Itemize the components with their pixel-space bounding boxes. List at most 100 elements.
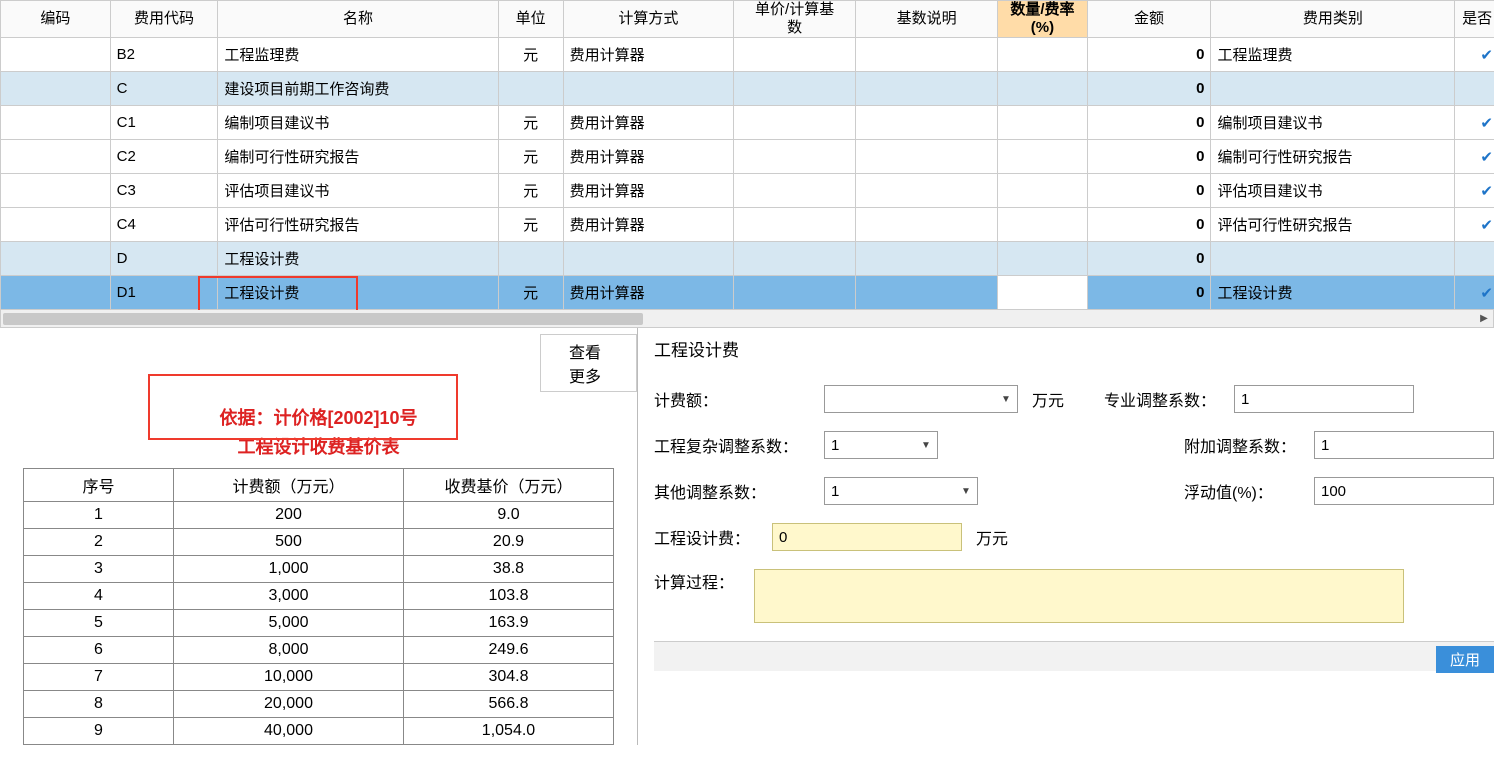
grid-cell[interactable]: 0 xyxy=(1087,276,1211,310)
grid-cell[interactable]: ✔ xyxy=(1455,276,1494,310)
table-row[interactable]: B2工程监理费元费用计算器0工程监理费✔ xyxy=(1,38,1494,72)
grid-cell[interactable] xyxy=(563,242,734,276)
grid-cell[interactable]: 0 xyxy=(1087,242,1211,276)
grid-cell[interactable] xyxy=(734,276,856,310)
billing-amount-combo[interactable]: ▼ xyxy=(824,385,1018,413)
grid-cell[interactable]: ✔ xyxy=(1455,140,1494,174)
scrollbar-right-arrow[interactable]: ▶ xyxy=(1477,312,1491,326)
grid-cell[interactable]: 费用计算器 xyxy=(563,208,734,242)
table-row[interactable]: C1编制项目建议书元费用计算器0编制项目建议书✔ xyxy=(1,106,1494,140)
grid-header[interactable]: 基数说明 xyxy=(856,1,998,38)
grid-cell[interactable]: 0 xyxy=(1087,140,1211,174)
grid-horizontal-scrollbar[interactable]: ▶ xyxy=(0,310,1494,328)
grid-cell[interactable]: 编制可行性研究报告 xyxy=(218,140,498,174)
specialty-coef-input[interactable] xyxy=(1234,385,1414,413)
grid-cell[interactable]: C4 xyxy=(110,208,218,242)
grid-cell[interactable] xyxy=(1455,72,1494,106)
grid-cell[interactable] xyxy=(734,242,856,276)
grid-cell[interactable] xyxy=(734,140,856,174)
grid-cell[interactable] xyxy=(734,38,856,72)
calc-process-area[interactable] xyxy=(754,569,1404,623)
grid-cell[interactable] xyxy=(734,208,856,242)
grid-cell[interactable]: B2 xyxy=(110,38,218,72)
grid-cell[interactable]: 元 xyxy=(498,208,563,242)
grid-cell[interactable] xyxy=(856,72,998,106)
grid-cell[interactable]: 0 xyxy=(1087,174,1211,208)
grid-cell[interactable] xyxy=(856,276,998,310)
table-row[interactable]: D1工程设计费元费用计算器0工程设计费✔ xyxy=(1,276,1494,310)
grid-cell[interactable] xyxy=(1211,242,1455,276)
grid-cell[interactable] xyxy=(998,106,1087,140)
grid-cell[interactable] xyxy=(498,72,563,106)
grid-cell[interactable]: 工程设计费 xyxy=(218,242,498,276)
additional-coef-input[interactable] xyxy=(1314,431,1494,459)
grid-cell[interactable] xyxy=(856,140,998,174)
grid-cell[interactable]: C xyxy=(110,72,218,106)
grid-header[interactable]: 金额 xyxy=(1087,1,1211,38)
view-more-button[interactable]: 查看更多 xyxy=(540,334,637,392)
grid-cell[interactable] xyxy=(1,208,111,242)
grid-cell[interactable]: 建设项目前期工作咨询费 xyxy=(218,72,498,106)
grid-cell[interactable] xyxy=(998,72,1087,106)
grid-cell[interactable]: 费用计算器 xyxy=(563,38,734,72)
grid-cell[interactable]: 编制可行性研究报告 xyxy=(1211,140,1455,174)
grid-header[interactable]: 计算方式 xyxy=(563,1,734,38)
grid-header[interactable]: 费用类别 xyxy=(1211,1,1455,38)
complexity-coef-input[interactable] xyxy=(825,432,915,458)
float-value-input[interactable] xyxy=(1314,477,1494,505)
grid-cell[interactable] xyxy=(856,208,998,242)
grid-cell[interactable] xyxy=(1,276,111,310)
grid-cell[interactable]: 工程监理费 xyxy=(218,38,498,72)
cost-grid-table[interactable]: 编码费用代码名称单位计算方式单价/计算基数基数说明数量/费率(%)金额费用类别是… xyxy=(0,0,1494,310)
grid-cell[interactable] xyxy=(998,242,1087,276)
chevron-down-icon[interactable]: ▼ xyxy=(995,394,1017,405)
grid-cell[interactable]: 0 xyxy=(1087,72,1211,106)
grid-cell[interactable]: 工程设计费 xyxy=(1211,276,1455,310)
grid-cell[interactable]: C1 xyxy=(110,106,218,140)
grid-cell[interactable]: 元 xyxy=(498,106,563,140)
grid-cell[interactable] xyxy=(856,242,998,276)
grid-cell[interactable]: C3 xyxy=(110,174,218,208)
grid-cell[interactable]: 评估可行性研究报告 xyxy=(1211,208,1455,242)
grid-header[interactable]: 单价/计算基数 xyxy=(734,1,856,38)
grid-header[interactable]: 费用代码 xyxy=(110,1,218,38)
grid-cell[interactable]: ✔ xyxy=(1455,208,1494,242)
table-row[interactable]: C3评估项目建议书元费用计算器0评估项目建议书✔ xyxy=(1,174,1494,208)
other-coef-input[interactable] xyxy=(825,478,955,504)
grid-cell[interactable]: 0 xyxy=(1087,38,1211,72)
grid-cell[interactable] xyxy=(1,72,111,106)
scrollbar-thumb[interactable] xyxy=(3,313,643,325)
grid-cell[interactable]: ✔ xyxy=(1455,106,1494,140)
grid-cell[interactable]: 0 xyxy=(1087,106,1211,140)
grid-cell[interactable]: 编制项目建议书 xyxy=(218,106,498,140)
grid-cell[interactable] xyxy=(1,106,111,140)
grid-cell[interactable]: 评估项目建议书 xyxy=(218,174,498,208)
design-fee-input[interactable] xyxy=(772,523,962,551)
grid-cell[interactable] xyxy=(1,38,111,72)
grid-cell[interactable] xyxy=(1,174,111,208)
grid-cell[interactable] xyxy=(856,38,998,72)
grid-cell[interactable] xyxy=(1455,242,1494,276)
grid-cell[interactable] xyxy=(998,208,1087,242)
grid-cell[interactable]: 费用计算器 xyxy=(563,106,734,140)
grid-cell[interactable]: 费用计算器 xyxy=(563,276,734,310)
grid-cell[interactable]: 评估可行性研究报告 xyxy=(218,208,498,242)
grid-cell[interactable] xyxy=(734,106,856,140)
grid-cell[interactable]: D xyxy=(110,242,218,276)
table-row[interactable]: C2编制可行性研究报告元费用计算器0编制可行性研究报告✔ xyxy=(1,140,1494,174)
chevron-down-icon[interactable]: ▼ xyxy=(955,486,977,497)
other-coef-combo[interactable]: ▼ xyxy=(824,477,978,505)
grid-cell[interactable]: 0 xyxy=(1087,208,1211,242)
grid-cell[interactable]: 元 xyxy=(498,276,563,310)
grid-cell[interactable]: 元 xyxy=(498,38,563,72)
grid-header[interactable]: 名称 xyxy=(218,1,498,38)
grid-cell[interactable] xyxy=(1211,72,1455,106)
grid-cell[interactable]: 编制项目建议书 xyxy=(1211,106,1455,140)
grid-cell[interactable] xyxy=(734,72,856,106)
grid-cell[interactable]: 费用计算器 xyxy=(563,174,734,208)
grid-cell[interactable] xyxy=(856,174,998,208)
complexity-coef-combo[interactable]: ▼ xyxy=(824,431,938,459)
grid-header[interactable]: 编码 xyxy=(1,1,111,38)
grid-header[interactable]: 单位 xyxy=(498,1,563,38)
table-row[interactable]: C4评估可行性研究报告元费用计算器0评估可行性研究报告✔ xyxy=(1,208,1494,242)
